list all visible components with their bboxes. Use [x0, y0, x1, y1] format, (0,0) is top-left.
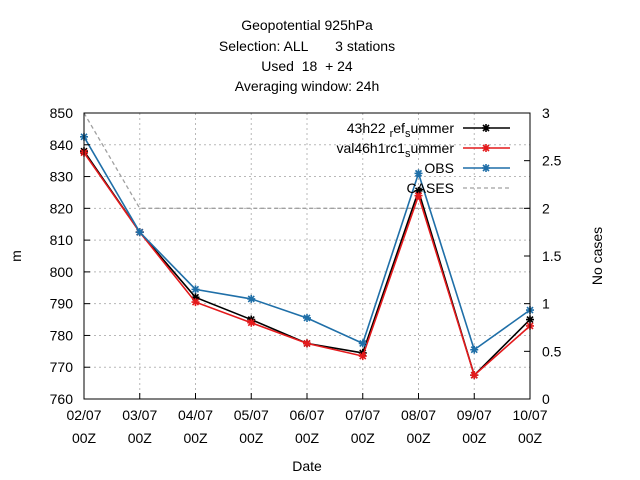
- data-point: [191, 285, 200, 294]
- y-tick-label: 800: [50, 264, 74, 280]
- chart-title: Geopotential 925hPa Selection: ALL 3 sta…: [219, 17, 395, 94]
- x-tick-label: 02/07: [66, 407, 101, 423]
- data-point: [358, 339, 367, 348]
- data-point: [247, 318, 256, 327]
- data-point: [414, 186, 423, 195]
- data-point: [358, 352, 367, 361]
- legend-label: val46h1rc1summer: [336, 140, 454, 160]
- y-tick-label: 830: [50, 169, 74, 185]
- y-axis-label: m: [8, 250, 24, 262]
- y-tick-label: 760: [50, 391, 74, 407]
- legend-item: 43h22 refsummer: [347, 120, 510, 140]
- data-point: [414, 191, 423, 200]
- x-tick-sublabel: 00Z: [406, 430, 431, 446]
- data-point: [191, 293, 200, 302]
- legend-marker: [482, 124, 490, 132]
- title-line-3: Used 18 + 24: [261, 58, 353, 74]
- y-tick-label: 770: [50, 359, 74, 375]
- y2-tick-label: 2.5: [542, 153, 562, 169]
- legend-item: OBS: [424, 160, 510, 176]
- y2-tick-label: 0: [542, 391, 550, 407]
- y2-tick-label: 3: [542, 105, 550, 121]
- y-tick-label: 790: [50, 296, 74, 312]
- y-tick-label: 840: [50, 137, 74, 153]
- legend-label: 43h22 refsummer: [347, 120, 455, 140]
- x-tick-sublabel: 00Z: [239, 430, 264, 446]
- y2-tick-label: 0.5: [542, 343, 562, 359]
- y2-tick-label: 1: [542, 296, 550, 312]
- title-line-2: Selection: ALL 3 stations: [219, 38, 395, 54]
- x-tick-label: 04/07: [178, 407, 213, 423]
- x-tick-label: 06/07: [289, 407, 324, 423]
- x-tick-sublabel: 00Z: [72, 430, 97, 446]
- y-tick-label: 810: [50, 232, 74, 248]
- plot-frame: [83, 112, 531, 400]
- series-cases: [83, 112, 530, 209]
- x-axis-label: Date: [292, 458, 322, 474]
- x-tick-label: 03/07: [122, 407, 157, 423]
- x-tick-label: 07/07: [345, 407, 380, 423]
- y-tick-label: 780: [50, 327, 74, 343]
- series-layer: [80, 112, 534, 380]
- x-tick-label: 09/07: [457, 407, 492, 423]
- legend-label: CASES: [407, 180, 454, 196]
- legend-label: OBS: [424, 160, 454, 176]
- title-line-1: Geopotential 925hPa: [241, 17, 373, 33]
- x-tick-sublabel: 00Z: [462, 430, 487, 446]
- y-tick-label: 820: [50, 200, 74, 216]
- grid-lines: [84, 113, 530, 399]
- y2-tick-label: 2: [542, 200, 550, 216]
- legend-marker: [482, 164, 490, 172]
- y-tick-label: 850: [50, 105, 74, 121]
- y2-tick-label: 1.5: [542, 248, 562, 264]
- title-line-4: Averaging window: 24h: [235, 78, 380, 94]
- x-tick-sublabel: 00Z: [351, 430, 376, 446]
- legend-marker: [482, 144, 490, 152]
- data-point: [303, 313, 311, 322]
- x-tick-sublabel: 00Z: [295, 430, 320, 446]
- y2-axis-label: No cases: [589, 227, 605, 285]
- data-point: [191, 298, 200, 307]
- data-point: [470, 345, 479, 354]
- x-tick-sublabel: 00Z: [183, 430, 208, 446]
- series-line: [83, 112, 530, 209]
- data-point: [414, 169, 423, 178]
- data-point: [135, 228, 144, 237]
- legend-item: CASES: [407, 180, 510, 196]
- x-tick-sublabel: 00Z: [128, 430, 153, 446]
- data-point: [470, 371, 479, 380]
- x-tick-label: 05/07: [234, 407, 269, 423]
- x-tick-label: 10/07: [512, 407, 547, 423]
- data-point: [247, 294, 256, 303]
- data-point: [303, 339, 311, 348]
- x-tick-label: 08/07: [401, 407, 436, 423]
- axis-ticks: 760 770 780 790 800 810 820 830 840 850 0 0.5 1 1.5 2 2…: [50, 105, 562, 446]
- x-tick-sublabel: 00Z: [518, 430, 543, 446]
- legend-item: val46h1rc1summer: [336, 140, 510, 160]
